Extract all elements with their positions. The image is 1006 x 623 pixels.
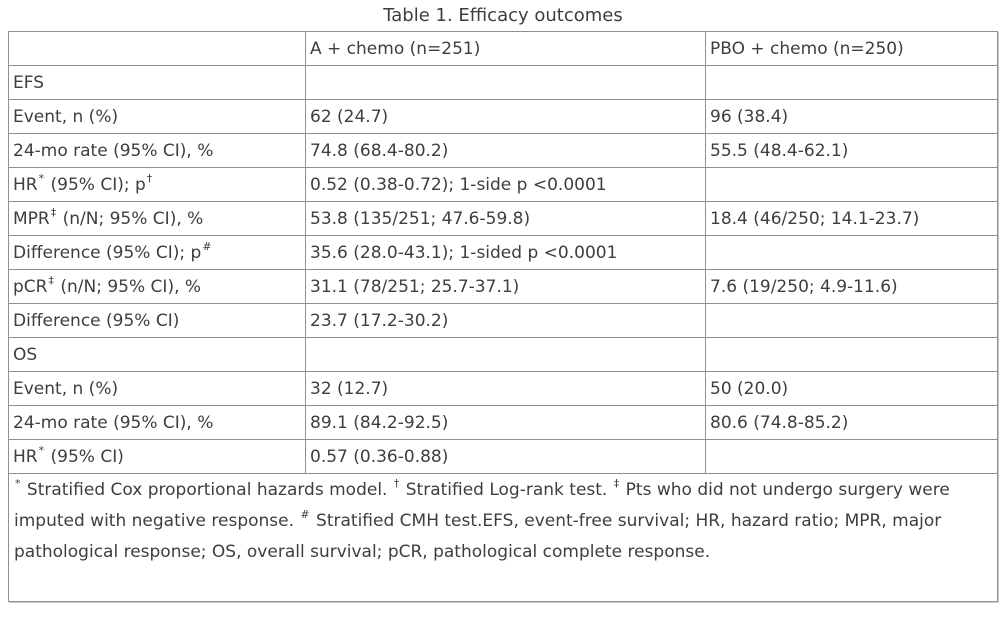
data-cell: 80.6 (74.8-85.2): [705, 405, 998, 440]
table-row: Difference (95% CI) 23.7 (17.2-30.2): [8, 303, 998, 338]
data-cell: [705, 65, 998, 100]
row-label-cell: HR* (95% CI); p†: [8, 167, 306, 202]
data-cell: [705, 235, 998, 270]
table-row: Event, n (%) 32 (12.7) 50 (20.0): [8, 371, 998, 406]
row-label-cell: EFS: [8, 65, 306, 100]
footnote-row: * Stratified Cox proportional hazards mo…: [8, 473, 998, 602]
row-label-cell: pCR‡ (n/N; 95% CI), %: [8, 269, 306, 304]
row-label-cell: 24-mo rate (95% CI), %: [8, 405, 306, 440]
data-cell: [305, 337, 706, 372]
row-label-cell: 24-mo rate (95% CI), %: [8, 133, 306, 168]
table-footnote: * Stratified Cox proportional hazards mo…: [8, 473, 998, 602]
data-cell: [705, 303, 998, 338]
data-cell: 96 (38.4): [705, 99, 998, 134]
data-cell: 31.1 (78/251; 25.7-37.1): [305, 269, 706, 304]
data-cell: 7.6 (19/250; 4.9-11.6): [705, 269, 998, 304]
row-label-cell: OS: [8, 337, 306, 372]
data-cell: 53.8 (135/251; 47.6-59.8): [305, 201, 706, 236]
row-label-cell: MPR‡ (n/N; 95% CI), %: [8, 201, 306, 236]
header-row: A + chemo (n=251) PBO + chemo (n=250): [8, 31, 998, 66]
row-label-cell: Difference (95% CI); p#: [8, 235, 306, 270]
table-row: 24-mo rate (95% CI), % 89.1 (84.2-92.5) 80…: [8, 405, 998, 440]
header-cell-blank: [8, 31, 306, 66]
data-cell: 0.52 (0.38-0.72); 1-side p <0.0001: [305, 167, 706, 202]
table-row: HR* (95% CI) 0.57 (0.36-0.88): [8, 439, 998, 474]
section-row: OS: [8, 337, 998, 372]
efficacy-outcomes-table: A + chemo (n=251) PBO + chemo (n=250) EF…: [8, 31, 998, 602]
data-cell: 35.6 (28.0-43.1); 1-sided p <0.0001: [305, 235, 706, 270]
row-label-cell: HR* (95% CI): [8, 439, 306, 474]
header-cell-arm-pbo: PBO + chemo (n=250): [705, 31, 998, 66]
table-row: Event, n (%) 62 (24.7) 96 (38.4): [8, 99, 998, 134]
table-row: HR* (95% CI); p† 0.52 (0.38-0.72); 1-side…: [8, 167, 998, 202]
row-label-cell: Event, n (%): [8, 99, 306, 134]
table-row: 24-mo rate (95% CI), % 74.8 (68.4-80.2) 55…: [8, 133, 998, 168]
data-cell: 74.8 (68.4-80.2): [305, 133, 706, 168]
data-cell: [705, 337, 998, 372]
data-cell: 50 (20.0): [705, 371, 998, 406]
data-cell: [705, 167, 998, 202]
row-label-cell: Event, n (%): [8, 371, 306, 406]
table-row: Difference (95% CI); p# 35.6 (28.0-43.1);…: [8, 235, 998, 270]
table-title: Table 1. Efficacy outcomes: [383, 5, 623, 26]
header-cell-arm-a: A + chemo (n=251): [305, 31, 706, 66]
data-cell: 18.4 (46/250; 14.1-23.7): [705, 201, 998, 236]
data-cell: 55.5 (48.4-62.1): [705, 133, 998, 168]
data-cell: [705, 439, 998, 474]
data-cell: [305, 65, 706, 100]
table-row: pCR‡ (n/N; 95% CI), % 31.1 (78/251; 25.7-…: [8, 269, 998, 304]
section-row: EFS: [8, 65, 998, 100]
table-row: MPR‡ (n/N; 95% CI), % 53.8 (135/251; 47.6…: [8, 201, 998, 236]
data-cell: 62 (24.7): [305, 99, 706, 134]
data-cell: 32 (12.7): [305, 371, 706, 406]
data-cell: 89.1 (84.2-92.5): [305, 405, 706, 440]
data-cell: 23.7 (17.2-30.2): [305, 303, 706, 338]
data-cell: 0.57 (0.36-0.88): [305, 439, 706, 474]
row-label-cell: Difference (95% CI): [8, 303, 306, 338]
